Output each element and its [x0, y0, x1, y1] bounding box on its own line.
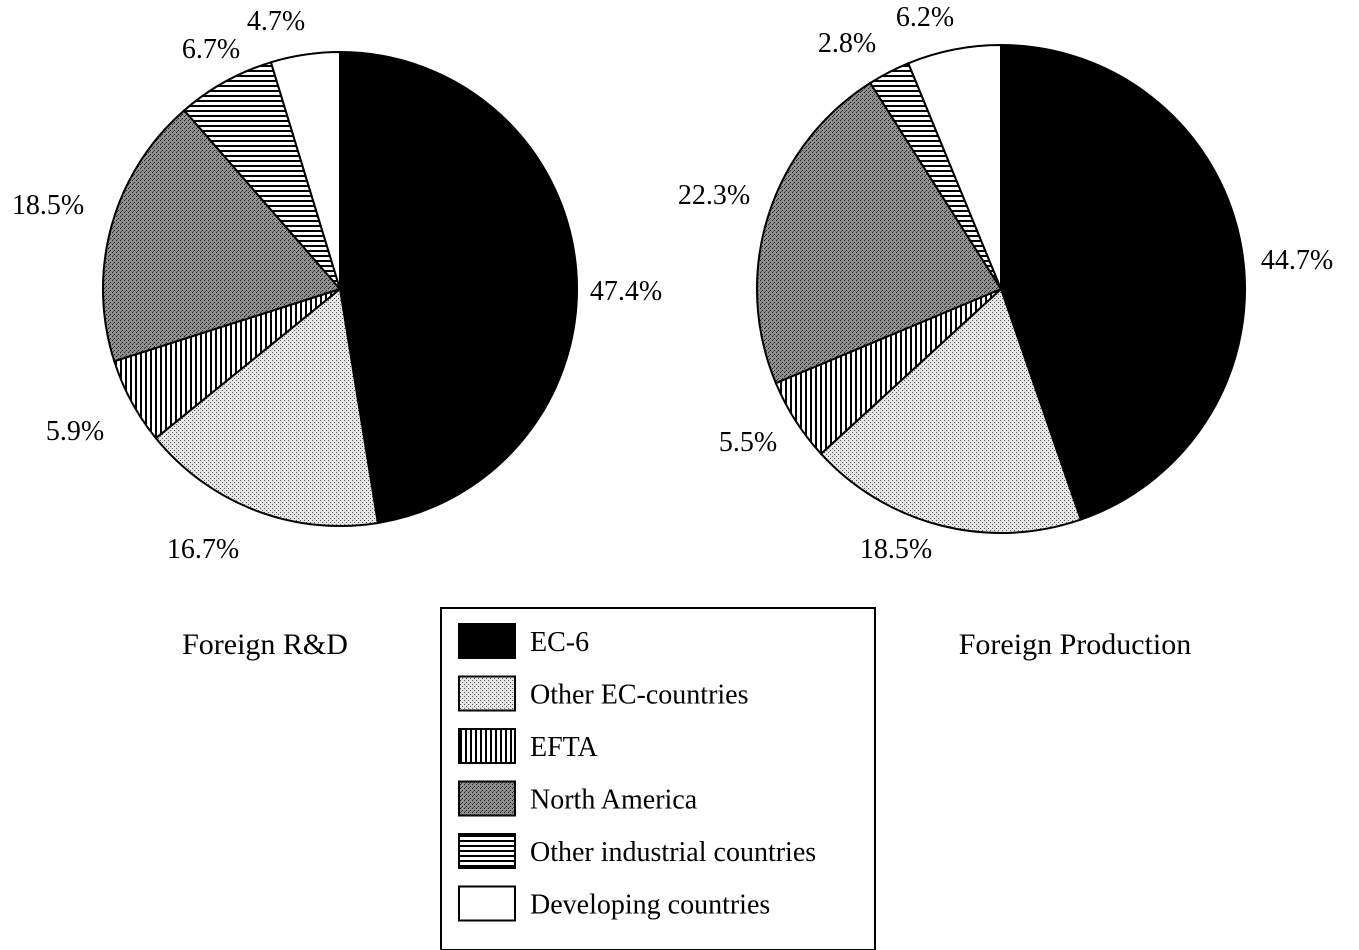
data-label-ec-6: 47.4%: [590, 276, 662, 307]
legend-swatch-north-america: [458, 780, 516, 817]
data-label-developing-countries: 6.2%: [896, 2, 954, 33]
legend-label-other-industrial-countries: Other industrial countries: [530, 837, 816, 868]
legend-label-efta: EFTA: [530, 732, 599, 763]
pie-slice-developing-countries: [907, 43, 1002, 290]
legend: EC-6 Other EC-countries EFTA North America O…: [440, 607, 876, 950]
pie-slice-other-ec-countries: [819, 287, 1083, 534]
pie-title-foreign-production: Foreign Production: [959, 628, 1192, 661]
pie-title-foreign-rnd: Foreign R&D: [182, 628, 348, 661]
legend-label-developing-countries: Developing countries: [530, 890, 770, 921]
data-label-other-industrial-countries: 6.7%: [182, 34, 240, 65]
legend-swatch-efta: [458, 728, 516, 764]
data-label-ec-6: 44.7%: [1261, 245, 1333, 276]
data-label-north-america: 22.3%: [678, 180, 750, 211]
legend-label-ec-6: EC-6: [530, 627, 589, 658]
data-label-other-ec-countries: 16.7%: [167, 534, 239, 565]
data-label-developing-countries: 4.7%: [247, 6, 305, 37]
legend-swatch-other-industrial-countries: [458, 833, 516, 869]
legend-swatch-ec-6: [458, 623, 516, 659]
data-label-efta: 5.9%: [46, 416, 104, 447]
pie-slice-north-america: [756, 81, 1003, 385]
legend-label-other-ec-countries: Other EC-countries: [530, 680, 749, 711]
data-label-north-america: 18.5%: [12, 190, 84, 221]
pie-chart-foreign-production: 44.7% 18.5% 5.5% 22.3% 2.8% 6.2%: [678, 2, 1333, 565]
legend-swatch-developing-countries: [458, 885, 516, 922]
pie-slice-other-ec-countries: [154, 287, 379, 528]
data-label-other-ec-countries: 18.5%: [860, 534, 932, 565]
legend-swatch-other-ec-countries: [458, 675, 516, 712]
data-label-efta: 5.5%: [719, 427, 777, 458]
pie-slice-north-america: [102, 108, 342, 363]
pie-slice-ec-6: [1000, 43, 1246, 521]
pie-slice-ec-6: [339, 50, 578, 525]
pie-slice-developing-countries: [269, 50, 341, 290]
data-label-other-industrial-countries: 2.8%: [818, 28, 876, 59]
pie-chart-foreign-rnd: 47.4% 16.7% 5.9% 18.5% 6.7%4.7%: [12, 6, 662, 565]
legend-label-north-america: North America: [530, 785, 698, 816]
